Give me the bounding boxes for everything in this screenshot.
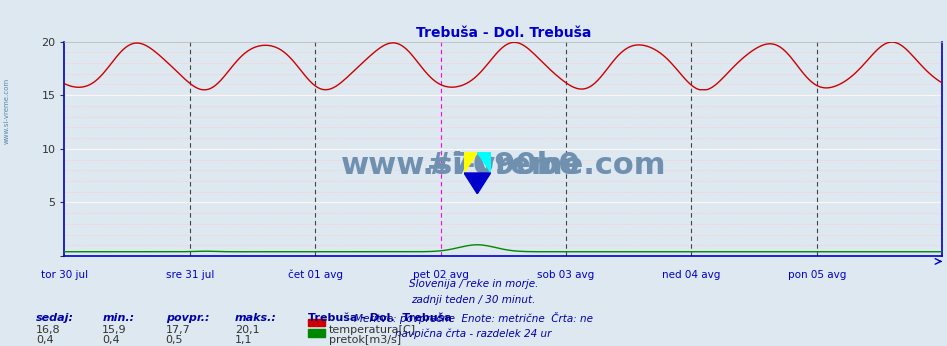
Text: zadnji teden / 30 minut.: zadnji teden / 30 minut. xyxy=(411,295,536,305)
Text: čet 01 avg: čet 01 avg xyxy=(288,270,343,280)
Title: Trebuša - Dol. Trebuša: Trebuša - Dol. Trebuša xyxy=(416,26,591,40)
Text: pon 05 avg: pon 05 avg xyxy=(788,270,846,280)
Text: temperatura[C]: temperatura[C] xyxy=(329,325,416,335)
Text: 16,8: 16,8 xyxy=(36,325,61,335)
Text: Slovenija / reke in morje.: Slovenija / reke in morje. xyxy=(409,279,538,289)
Text: 17,7: 17,7 xyxy=(166,325,190,335)
Text: min.:: min.: xyxy=(102,313,134,323)
Text: 20,1: 20,1 xyxy=(235,325,259,335)
Text: 15,9: 15,9 xyxy=(102,325,127,335)
Polygon shape xyxy=(464,173,491,194)
Text: #7090b0: #7090b0 xyxy=(426,152,581,181)
Text: povpr.:: povpr.: xyxy=(166,313,209,323)
Text: Meritve: povprečne  Enote: metrične  Črta: ne: Meritve: povprečne Enote: metrične Črta:… xyxy=(354,312,593,324)
Text: Trebuša - Dol.  Trebuša: Trebuša - Dol. Trebuša xyxy=(308,313,452,323)
Text: maks.:: maks.: xyxy=(235,313,277,323)
Text: www.si-vreme.com: www.si-vreme.com xyxy=(4,78,9,144)
Text: sre 31 jul: sre 31 jul xyxy=(166,270,214,280)
Polygon shape xyxy=(477,152,491,173)
Text: sedaj:: sedaj: xyxy=(36,313,74,323)
Text: navpična črta - razdelek 24 ur: navpična črta - razdelek 24 ur xyxy=(395,328,552,339)
Polygon shape xyxy=(464,152,477,173)
Text: 1,1: 1,1 xyxy=(235,335,252,345)
Text: tor 30 jul: tor 30 jul xyxy=(41,270,88,280)
Text: pretok[m3/s]: pretok[m3/s] xyxy=(329,335,401,345)
Text: 0,5: 0,5 xyxy=(166,335,183,345)
Text: www.si-vreme.com: www.si-vreme.com xyxy=(341,152,666,181)
Text: pet 02 avg: pet 02 avg xyxy=(413,270,469,280)
Text: ned 04 avg: ned 04 avg xyxy=(662,270,721,280)
Text: 0,4: 0,4 xyxy=(102,335,120,345)
Text: sob 03 avg: sob 03 avg xyxy=(537,270,595,280)
Text: 0,4: 0,4 xyxy=(36,335,54,345)
